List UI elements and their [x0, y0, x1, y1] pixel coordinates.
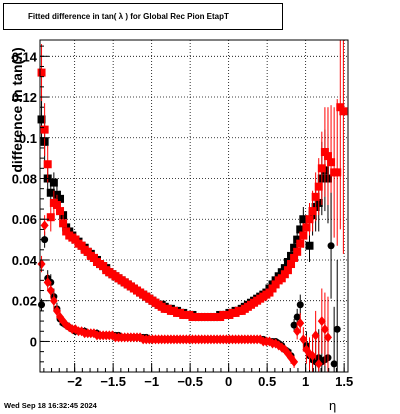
data-point [265, 288, 274, 297]
data-point [336, 103, 345, 112]
data-point [296, 239, 305, 248]
data-point [333, 168, 342, 177]
data-point [293, 235, 302, 244]
tick-labels: −2 −1.5 −1 −0.5 0 0.5 1 1.5 0 0.02 0.04 0.06 0.08 0.1… [12, 49, 354, 389]
data-point [49, 295, 58, 306]
data-point [323, 332, 332, 343]
data-point [305, 215, 314, 224]
data-point [71, 235, 80, 244]
y-tick-label: 0.14 [12, 49, 38, 64]
data-point [314, 182, 323, 191]
data-point [52, 200, 61, 209]
data-point [37, 259, 46, 270]
y-tick-label: 0.1 [19, 131, 37, 146]
data-point [40, 125, 49, 134]
y-tick-label: 0.12 [12, 90, 37, 105]
data-point [56, 207, 65, 216]
data-point [339, 107, 348, 116]
data-point [327, 158, 336, 167]
series-2-circle [38, 192, 341, 372]
data-point [40, 220, 49, 231]
data-point [83, 247, 92, 256]
data-point [314, 358, 323, 369]
series-3-diamond [37, 215, 332, 372]
data-point [46, 285, 55, 296]
data-point [293, 247, 302, 256]
data-point [99, 262, 108, 271]
data-point [89, 253, 98, 262]
data-point [311, 330, 320, 341]
data-point [290, 321, 298, 329]
data-point [62, 227, 71, 236]
data-point [299, 334, 308, 345]
x-tick-label: 1.5 [335, 374, 353, 389]
data-point [299, 231, 308, 240]
data-point [320, 148, 329, 157]
chart-title-text: Fitted difference in tan( λ ) for Global… [28, 12, 229, 21]
data-point [283, 266, 292, 275]
data-point [41, 236, 49, 244]
x-tick-label: −2 [67, 374, 82, 389]
data-point [299, 215, 308, 224]
data-point [43, 277, 52, 288]
data-point [277, 274, 286, 283]
data-point [59, 219, 68, 228]
data-point [317, 164, 326, 173]
data-point [43, 160, 52, 169]
x-tick-label: 1 [302, 374, 309, 389]
timestamp: Wed Sep 18 16:32:45 2024 [4, 401, 97, 410]
data-point [46, 213, 55, 222]
x-axis-title: η [329, 398, 337, 413]
x-tick-label: 0.5 [258, 374, 276, 389]
axes [39, 39, 349, 373]
data-point [305, 241, 314, 250]
y-tick-label: 0.02 [12, 294, 37, 309]
data-point [323, 152, 332, 161]
data-point [46, 188, 55, 197]
data-series [37, 40, 348, 372]
data-point [49, 178, 58, 187]
data-point [333, 325, 341, 333]
y-tick-label: 0.08 [12, 172, 37, 187]
data-point [308, 350, 317, 361]
data-point [293, 313, 301, 321]
chart-title: Fitted difference in tan( λ ) for Global… [3, 3, 283, 30]
data-point [296, 301, 304, 309]
y-axis-title: difference in tan(λ) [9, 47, 25, 172]
data-point [290, 253, 299, 262]
data-point [302, 223, 311, 232]
data-point [308, 207, 317, 216]
series-0-square [37, 94, 332, 322]
data-point [296, 318, 305, 329]
data-point [330, 360, 338, 368]
data-point [77, 241, 86, 250]
x-tick-label: 0 [225, 374, 232, 389]
y-tick-label: 0 [30, 334, 37, 349]
data-point [280, 270, 289, 279]
data-point [311, 192, 320, 201]
data-point [296, 225, 305, 234]
data-point [271, 280, 280, 289]
x-tick-label: −1.5 [100, 374, 126, 389]
y-tick-label: 0.04 [12, 253, 38, 268]
series-1-square [37, 40, 348, 322]
data-point [37, 68, 46, 77]
data-point [38, 301, 46, 309]
data-point [56, 194, 65, 203]
data-point [37, 115, 46, 124]
plot-frame [39, 39, 349, 373]
data-point [293, 326, 302, 337]
data-point [287, 260, 296, 269]
data-point [320, 324, 329, 335]
data-point [317, 316, 326, 327]
data-point [290, 243, 299, 252]
data-point [327, 242, 335, 250]
data-point [268, 284, 277, 293]
data-point [290, 356, 299, 367]
x-tick-label: −0.5 [177, 374, 203, 389]
y-tick-label: 0.06 [12, 212, 37, 227]
x-tick-label: −1 [144, 374, 159, 389]
